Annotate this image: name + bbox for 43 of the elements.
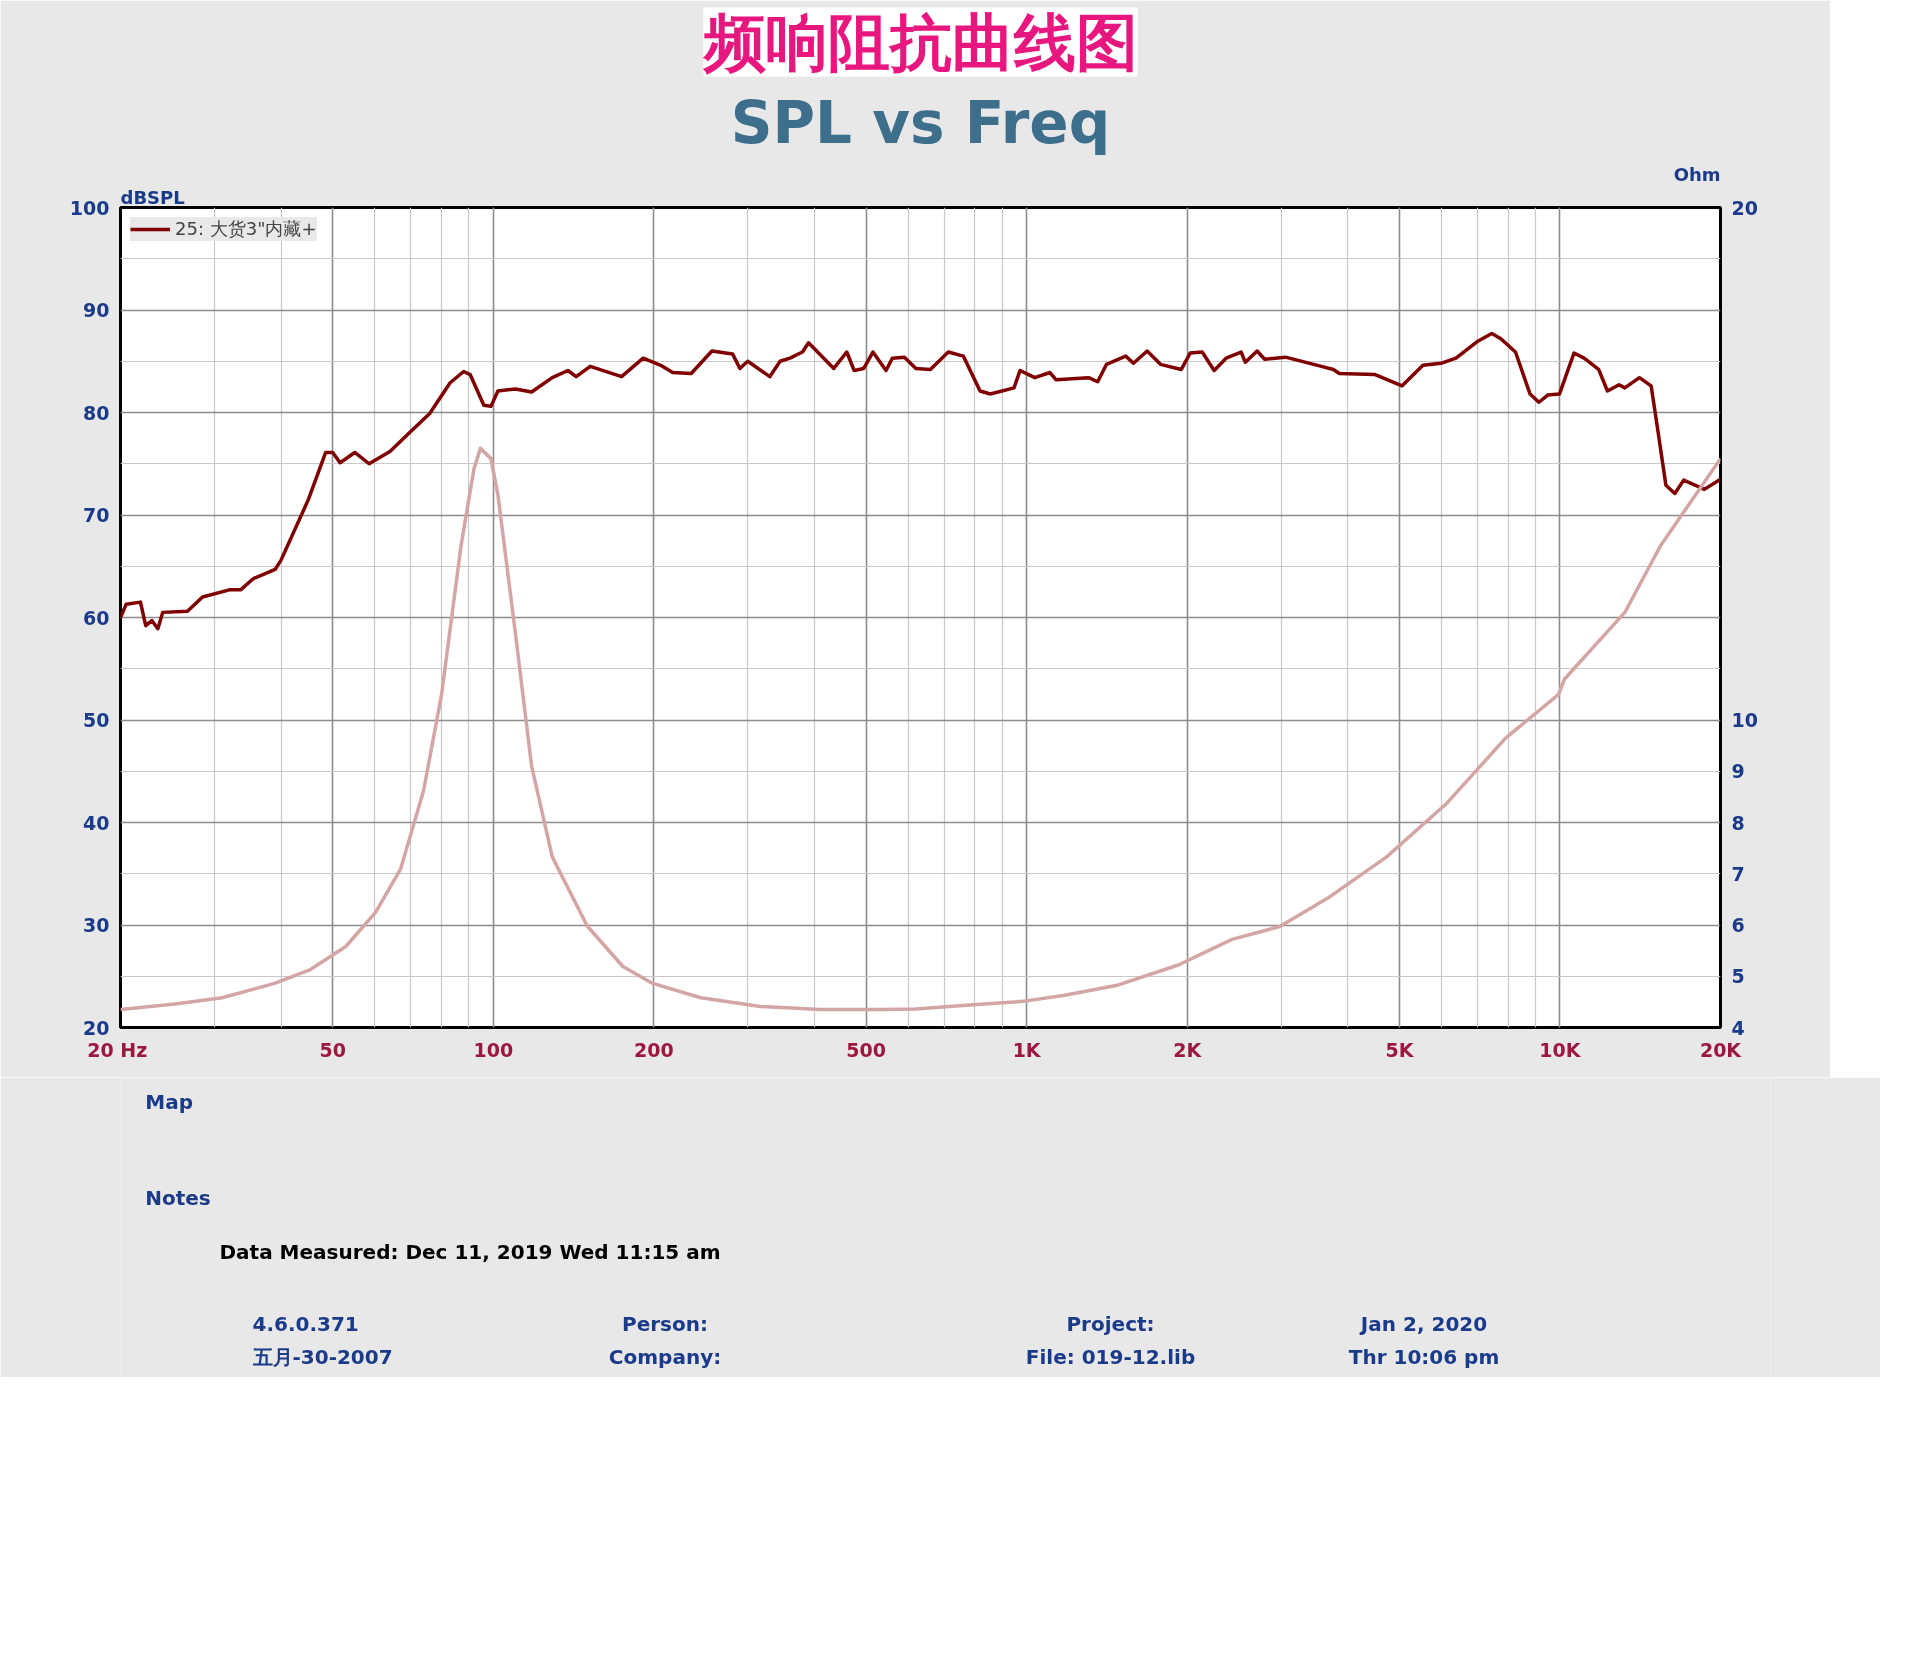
y2-tick-label: 6 — [1731, 914, 1745, 936]
y-tick-label: 100 — [69, 196, 110, 219]
text: Person: — [622, 1311, 708, 1336]
x-tick-label: 1K — [1012, 1038, 1042, 1061]
text: Project: — [1066, 1311, 1155, 1336]
y2-tick-label: 7 — [1731, 862, 1745, 885]
text: Notes — [145, 1185, 211, 1210]
y2-tick-label: 10 — [1731, 709, 1758, 731]
y-tick-label: 60 — [83, 606, 110, 629]
y2-tick-label: 5 — [1731, 965, 1745, 988]
text: 五月-30-2007 — [251, 1344, 393, 1369]
y-tick-label: 40 — [83, 811, 110, 834]
y-tick-label: 20 — [83, 1016, 110, 1039]
x-tick-label: 200 — [634, 1038, 674, 1061]
y-tick-label: 70 — [83, 504, 110, 526]
text: File: 019-12.lib — [1025, 1344, 1196, 1369]
y-tick-label: 80 — [83, 401, 110, 424]
y-tick-label: 90 — [83, 299, 110, 321]
y-tick-label: 30 — [83, 914, 110, 936]
y2-axis-title: Ohm — [1673, 163, 1721, 185]
legend-label: 25: 大货3"内藏+ — [175, 217, 317, 241]
x-tick-label: 500 — [846, 1038, 886, 1061]
text: Thr 10:06 pm — [1348, 1344, 1500, 1369]
x-tick-label: 5K — [1385, 1038, 1415, 1061]
y2-tick-label: 9 — [1731, 760, 1745, 783]
y2-tick-label: 8 — [1731, 811, 1745, 834]
text: Map — [145, 1089, 193, 1114]
y2-tick-label: 4 — [1731, 1016, 1745, 1039]
x-tick-label: 50 — [319, 1038, 346, 1061]
text: Data Measured: Dec 11, 2019 Wed 11:15 am — [219, 1239, 721, 1264]
text: 4.6.0.371 — [252, 1311, 359, 1336]
y-tick-label: 50 — [83, 709, 110, 731]
chart-title: 频响阻抗曲线图 — [701, 7, 1138, 77]
x-tick-label: 100 — [473, 1038, 514, 1061]
text: Company: — [608, 1344, 722, 1369]
text: Jan 2, 2020 — [1358, 1311, 1488, 1336]
x-tick-label: 20K — [1699, 1038, 1743, 1061]
x-tick-label: 20 Hz — [87, 1038, 148, 1061]
x-tick-label: 2K — [1173, 1038, 1203, 1061]
x-tick-label: 10K — [1539, 1038, 1582, 1061]
chart-subtitle: SPL vs Freq — [730, 88, 1111, 157]
y2-tick-label: 20 — [1731, 196, 1758, 219]
y-axis-title: dBSPL — [120, 186, 185, 208]
